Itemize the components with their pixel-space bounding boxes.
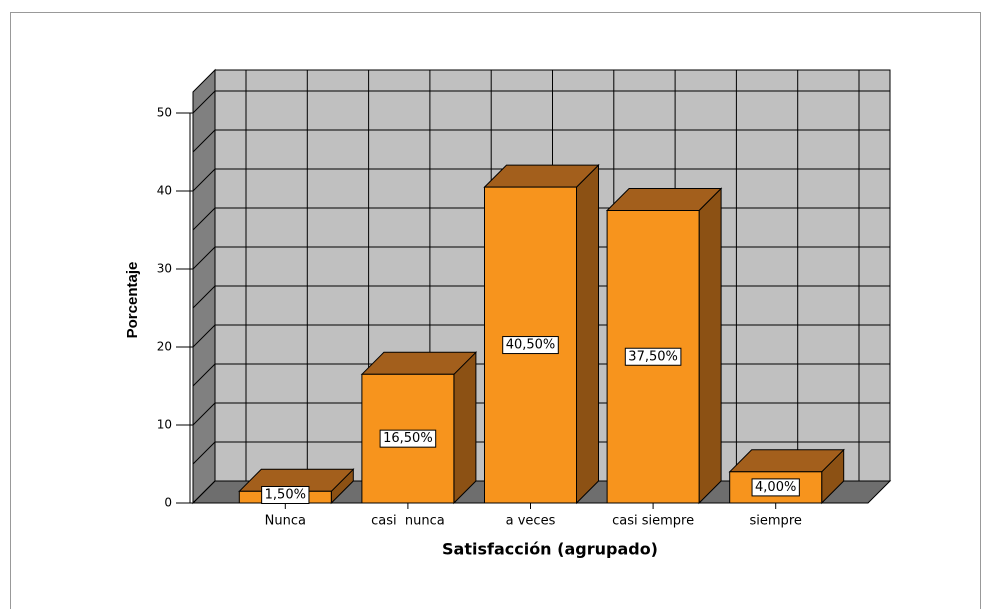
bar-side	[453, 351, 477, 505]
bar	[605, 187, 723, 505]
grid-line	[192, 402, 216, 426]
minor-grid-line	[192, 441, 216, 465]
value-label: 40,50%	[506, 338, 556, 353]
y-tick-label: 20	[157, 340, 172, 354]
value-label-box	[502, 336, 559, 355]
y-tick-label: 50	[157, 106, 172, 120]
bar-side	[576, 163, 599, 505]
value-label: 1,50%	[265, 488, 306, 503]
x-tick-label: a veces	[506, 514, 556, 529]
y-tick-label: 0	[164, 496, 172, 510]
minor-grid-line	[192, 285, 216, 309]
y-tick-label: 10	[157, 418, 172, 432]
value-label-box	[379, 429, 437, 448]
x-tick-label: siempre	[750, 514, 802, 529]
value-label-box	[624, 347, 682, 366]
minor-grid-line	[192, 207, 216, 231]
y-axis-label: Porcentaje	[124, 262, 141, 339]
value-label: 4,00%	[755, 480, 796, 495]
value-label-box	[751, 478, 800, 497]
bar	[483, 163, 600, 505]
minor-grid-line	[192, 129, 216, 153]
minor-grid-line	[192, 363, 216, 387]
bar	[728, 448, 845, 505]
bar-front	[729, 471, 823, 504]
value-label-box	[261, 486, 310, 504]
grid-line	[192, 480, 216, 504]
grid-line	[192, 90, 216, 114]
value-label: 37,50%	[628, 349, 678, 364]
x-tick-label: casi siempre	[612, 514, 694, 529]
bar-side	[698, 187, 722, 505]
y-tick-label: 40	[157, 184, 172, 198]
grid-line	[192, 324, 216, 348]
x-tick-label: Nunca	[265, 514, 306, 529]
left-wall	[192, 68, 216, 505]
bar	[360, 351, 478, 505]
y-tick-label: 30	[157, 262, 172, 276]
grid-line	[192, 168, 216, 192]
value-label: 16,50%	[383, 431, 433, 446]
x-axis-label: Satisfacción (agrupado)	[442, 540, 658, 559]
grid-line	[192, 246, 216, 270]
x-tick-label: casi nunca	[371, 514, 445, 529]
